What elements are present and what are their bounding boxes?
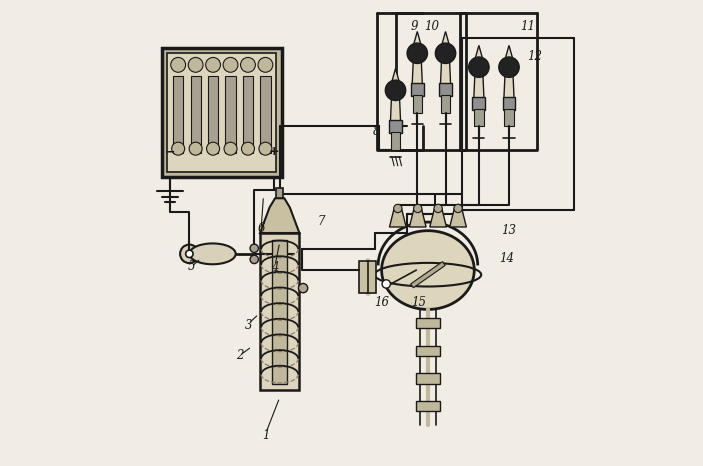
Bar [243, 76, 253, 153]
Polygon shape [430, 208, 446, 227]
Circle shape [258, 57, 273, 72]
Bar [416, 318, 439, 328]
Text: 16: 16 [374, 296, 389, 309]
Text: −: − [165, 145, 175, 158]
Circle shape [180, 245, 199, 263]
Bar [439, 83, 452, 96]
Bar [504, 109, 514, 126]
Bar [162, 48, 282, 178]
Text: 12: 12 [527, 50, 542, 63]
Polygon shape [409, 208, 426, 227]
Circle shape [499, 57, 520, 77]
Circle shape [382, 280, 390, 288]
Bar [276, 188, 283, 198]
Bar [260, 233, 299, 391]
Circle shape [394, 204, 402, 212]
Circle shape [240, 57, 255, 72]
Circle shape [299, 283, 308, 293]
Circle shape [224, 142, 237, 155]
Bar [191, 76, 201, 153]
Bar [472, 97, 485, 110]
Polygon shape [450, 208, 466, 227]
Circle shape [413, 204, 422, 212]
Circle shape [189, 142, 202, 155]
Circle shape [223, 57, 238, 72]
Bar [475, 109, 484, 126]
Text: 3: 3 [245, 319, 252, 332]
Bar [167, 53, 276, 172]
Bar [441, 95, 450, 113]
Bar [411, 261, 445, 288]
Circle shape [207, 142, 219, 155]
Circle shape [242, 142, 254, 155]
Circle shape [250, 244, 259, 253]
Text: 7: 7 [318, 215, 325, 228]
Bar [260, 76, 271, 153]
Polygon shape [441, 32, 451, 85]
Text: 13: 13 [501, 224, 517, 237]
Circle shape [434, 204, 442, 212]
Bar [416, 373, 439, 384]
Circle shape [171, 57, 186, 72]
Circle shape [385, 80, 406, 101]
Text: 1: 1 [262, 429, 269, 442]
Polygon shape [504, 45, 514, 99]
Circle shape [259, 142, 272, 155]
Bar [173, 76, 183, 153]
Circle shape [250, 255, 259, 264]
Text: 15: 15 [411, 296, 426, 309]
Ellipse shape [189, 243, 236, 264]
Polygon shape [474, 45, 484, 99]
Bar [359, 261, 376, 293]
Text: +: + [269, 145, 279, 158]
Text: 10: 10 [424, 21, 439, 34]
Circle shape [188, 57, 203, 72]
Bar [208, 76, 218, 153]
Polygon shape [412, 32, 423, 85]
Bar [389, 120, 402, 133]
Text: 5: 5 [188, 260, 195, 273]
Text: 6: 6 [257, 222, 265, 235]
Ellipse shape [382, 231, 475, 309]
Bar [413, 95, 422, 113]
Text: 11: 11 [520, 21, 535, 34]
Bar [391, 132, 400, 150]
Polygon shape [389, 208, 406, 227]
Bar [503, 97, 515, 110]
Circle shape [454, 204, 462, 212]
Circle shape [206, 57, 221, 72]
Circle shape [407, 43, 427, 63]
Bar [416, 401, 439, 411]
Bar [416, 346, 439, 356]
Text: 2: 2 [236, 349, 243, 362]
Circle shape [469, 57, 489, 77]
Text: 4: 4 [271, 261, 279, 274]
Circle shape [172, 142, 185, 155]
Bar [226, 76, 236, 153]
Polygon shape [260, 198, 299, 233]
Bar [272, 240, 288, 384]
Polygon shape [390, 69, 401, 122]
Text: 8: 8 [373, 124, 381, 137]
Circle shape [186, 250, 193, 258]
Text: 9: 9 [411, 21, 418, 34]
Text: 14: 14 [499, 252, 514, 265]
Circle shape [435, 43, 456, 63]
Bar [411, 83, 424, 96]
